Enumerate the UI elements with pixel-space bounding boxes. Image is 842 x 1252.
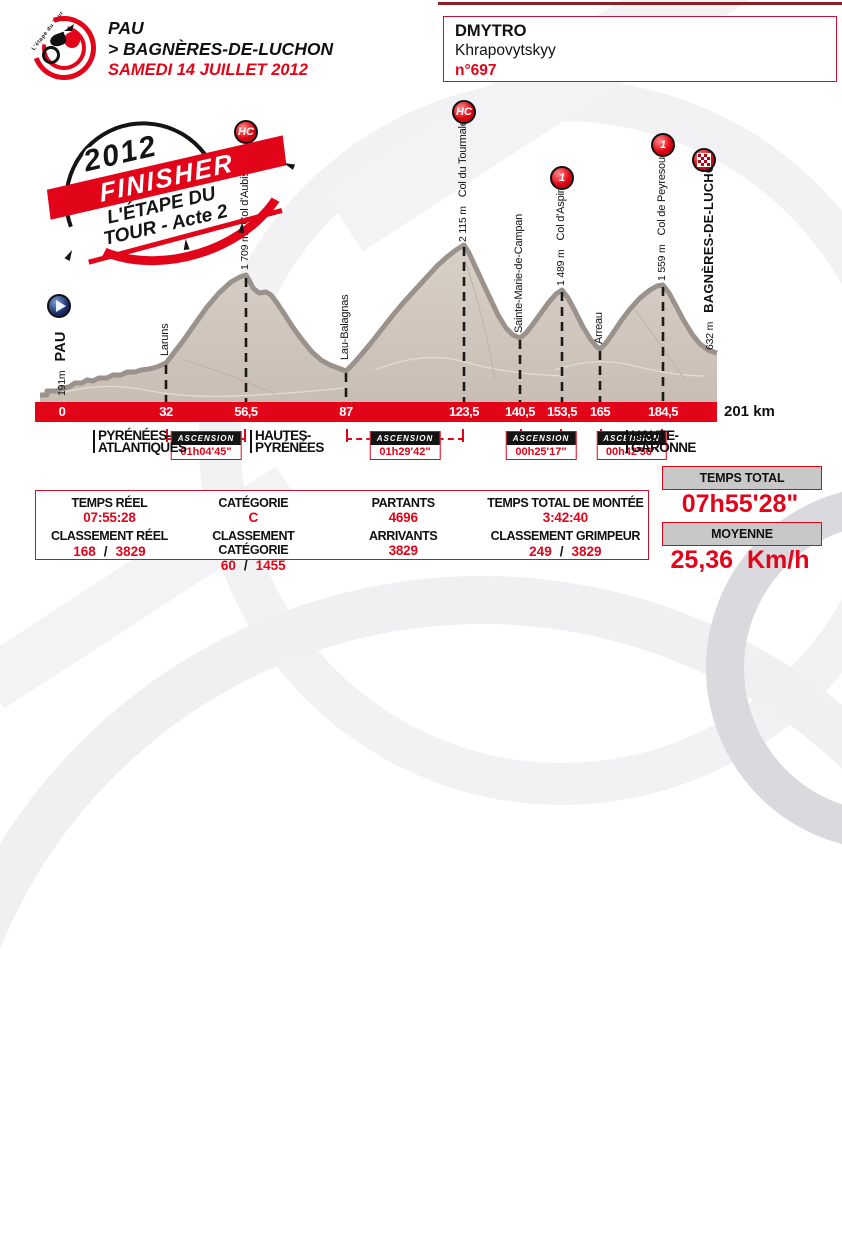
ascension-time: 00h25'17" bbox=[515, 445, 567, 458]
stat-temps-reel: TEMPS RÉEL 07:55:28 bbox=[71, 496, 148, 525]
km-tick: 123,5 bbox=[448, 404, 480, 419]
route-start: PAU bbox=[108, 18, 144, 38]
stage-date: SAMEDI 14 JUILLET 2012 bbox=[108, 61, 308, 79]
start-elevation: 191m bbox=[56, 370, 68, 396]
ascension-peyresourde: ASCENSION 00h42'56" bbox=[596, 429, 667, 465]
region-pyrenees-atlantiques: PYRÉNÉES- ATLANTIQUES bbox=[93, 429, 187, 453]
stat-classement-reel: CLASSEMENT RÉEL 168/3829 bbox=[50, 529, 168, 559]
finish-flag-icon bbox=[692, 148, 716, 172]
km-axis-bar: 0 32 56,5 87 123,5 140,5 153,5 165 184,5 bbox=[35, 402, 717, 422]
stat-temps-total-de-montee: TEMPS TOTAL DE MONTÉE 3:42:40 bbox=[487, 496, 644, 525]
col-label-tourmalet: 2 115 m Col du Tourmalet bbox=[457, 117, 469, 242]
km-tick: 184,5 bbox=[647, 404, 679, 419]
finish-elevation: 632 m bbox=[704, 321, 716, 350]
results-table: TEMPS RÉEL 07:55:28 CATÉGORIE C PARTANTS… bbox=[35, 490, 649, 573]
rider-last-name: Khrapovytskyy bbox=[455, 42, 556, 59]
km-tick: 32 bbox=[159, 404, 173, 419]
ascension-box: ASCENSION 00h25'17" bbox=[505, 431, 577, 460]
km-tick: 87 bbox=[339, 404, 353, 419]
stat-classement-categorie: CLASSEMENT CATÉGORIE 60/1455 bbox=[212, 529, 295, 573]
col-label-aspin: 1 489 m Col d'Aspin bbox=[555, 187, 567, 286]
ascension-aubisque: ASCENSION 01h04'45" bbox=[166, 429, 246, 465]
rider-info-box: DMYTRO Khrapovytskyy n°697 bbox=[443, 16, 837, 82]
region-haute-garonne: HAUTE- GARONNE bbox=[626, 429, 696, 453]
km-tick: 140,5 bbox=[504, 404, 536, 419]
rider-first-name: DMYTRO bbox=[455, 22, 527, 40]
mountain-crest-edge bbox=[40, 242, 718, 398]
moyenne-value: 25,36 Km/h bbox=[670, 546, 810, 574]
ascension-box: ASCENSION 01h29'42" bbox=[369, 431, 441, 460]
ascension-time: 00h42'56" bbox=[605, 445, 658, 458]
region-hautes-pyrenees: HAUTES- PYRÉNÉES bbox=[250, 429, 324, 453]
finish-label-bagneres-de-luchon: 632 m BAGNÈRES-DE-LUCHON bbox=[701, 153, 716, 350]
ascension-label: ASCENSION bbox=[506, 432, 576, 445]
elevation-profile-chart bbox=[40, 242, 718, 402]
finish-name: BAGNÈRES-DE-LUCHON bbox=[701, 153, 716, 313]
cat1-badge-aspin: 1 bbox=[550, 166, 574, 190]
ascension-time: 01h29'42" bbox=[379, 445, 431, 458]
temps-total-value: 07h55'28" bbox=[681, 490, 799, 518]
col-marker-dashed-lines bbox=[164, 247, 665, 402]
km-tick: 153,5 bbox=[546, 404, 578, 419]
play-triangle-icon bbox=[55, 300, 66, 312]
ascension-time: 01h04'45" bbox=[180, 445, 232, 458]
moyenne-header: MOYENNE bbox=[662, 522, 822, 546]
cyclist-icon bbox=[64, 32, 80, 48]
stamp-tick-icon bbox=[64, 249, 74, 262]
ascension-box: ASCENSION 00h42'56" bbox=[596, 431, 667, 460]
ascension-label: ASCENSION bbox=[370, 432, 440, 445]
route-finish: > BAGNÈRES-DE-LUCHON bbox=[108, 39, 334, 59]
rider-bib-number: n°697 bbox=[455, 62, 497, 79]
temps-total-header: TEMPS TOTAL bbox=[662, 466, 822, 490]
stat-arrivants: ARRIVANTS 3829 bbox=[368, 529, 438, 558]
terrain-texture bbox=[64, 356, 706, 397]
km-tick: 165 bbox=[589, 404, 611, 419]
top-divider-line bbox=[438, 2, 842, 5]
stat-partants: PARTANTS 4696 bbox=[371, 496, 435, 525]
col-label-peyresourde: 1 559 m Col de Peyresourde bbox=[656, 141, 668, 281]
cyclist-wheel-icon bbox=[42, 46, 60, 64]
start-name: PAU bbox=[53, 331, 69, 362]
ascension-box: ASCENSION 01h04'45" bbox=[170, 431, 242, 460]
start-label-pau: 191m PAU bbox=[53, 331, 69, 396]
ascension-label: ASCENSION bbox=[597, 432, 666, 445]
cyclist-arm-icon bbox=[64, 24, 74, 31]
town-label-arreau: Arreau bbox=[593, 312, 605, 344]
km-tick: 0 bbox=[58, 404, 66, 419]
town-label-sainte-marie-de-campan: Sainte-Marie-de-Campan bbox=[513, 213, 525, 333]
mountain-silhouette bbox=[40, 245, 717, 402]
start-play-icon bbox=[47, 294, 71, 318]
ascension-tourmalet: ASCENSION 01h29'42" bbox=[346, 429, 464, 465]
town-label-lau-balagnas: Lau-Balagnas bbox=[339, 294, 351, 361]
ascension-label: ASCENSION bbox=[171, 432, 241, 445]
checkered-flag-icon bbox=[697, 153, 711, 167]
stat-categorie: CATÉGORIE C bbox=[218, 496, 289, 525]
total-distance-label: 201 km bbox=[724, 403, 775, 420]
stat-classement-grimpeur: CLASSEMENT GRIMPEUR 249/3829 bbox=[490, 529, 641, 559]
ascension-aspin: ASCENSION 00h25'17" bbox=[505, 429, 577, 465]
hc-category-badge-tourmalet: HC bbox=[452, 100, 476, 124]
stage-route: PAU > BAGNÈRES-DE-LUCHON SAMEDI 14 JUILL… bbox=[108, 18, 333, 81]
etape-du-tour-logo: L'étape du Tour bbox=[21, 5, 107, 91]
town-label-laruns: Laruns bbox=[159, 323, 171, 356]
cat1-badge-peyresourde: 1 bbox=[651, 133, 675, 157]
km-tick: 56,5 bbox=[234, 404, 258, 419]
